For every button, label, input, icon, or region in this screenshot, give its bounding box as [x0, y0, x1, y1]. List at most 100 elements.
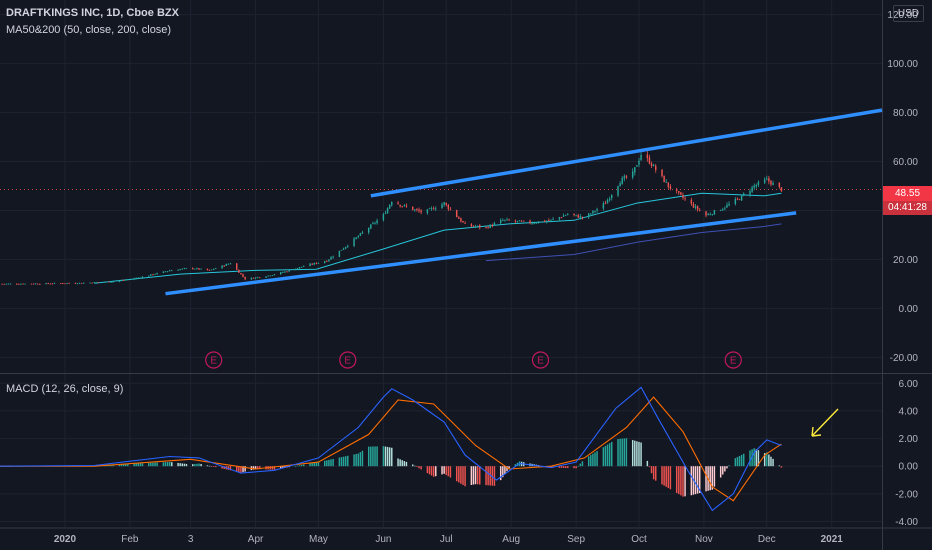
- macd-histogram-bar: [221, 466, 223, 469]
- candle-body: [502, 220, 504, 221]
- macd-histogram-bar: [617, 439, 619, 467]
- candle-body: [269, 275, 271, 277]
- candle-body: [594, 210, 596, 212]
- macd-histogram-bar: [770, 456, 772, 467]
- macd-histogram-bar: [504, 466, 506, 475]
- candle-body: [89, 282, 91, 284]
- macd-histogram-bar: [252, 466, 255, 470]
- macd-histogram-bar: [757, 450, 760, 467]
- candle-body: [259, 277, 261, 279]
- macd-histogram-bar: [332, 458, 334, 467]
- candle-body: [724, 207, 726, 209]
- earnings-marker-label: E: [210, 356, 217, 367]
- candle-body: [753, 185, 755, 188]
- macd-histogram-bar: [479, 466, 481, 485]
- symbol-title[interactable]: DRAFTKINGS INC, 1D, Cboe BZX: [6, 7, 179, 19]
- candle-body: [344, 246, 347, 249]
- macd-y-tick-label: 6.00: [899, 379, 919, 390]
- macd-histogram-bar: [751, 449, 753, 467]
- earnings-marker-label: E: [344, 356, 351, 367]
- macd-histogram-bar: [152, 462, 154, 467]
- macd-histogram-bar: [476, 466, 479, 485]
- macd-histogram-bar: [728, 465, 730, 467]
- candle-body: [543, 220, 546, 222]
- candle-body: [39, 284, 41, 285]
- macd-histogram-bar: [238, 466, 240, 473]
- macd-histogram-bar: [713, 466, 716, 487]
- earnings-marker-icon: [724, 351, 742, 369]
- candle-body: [493, 223, 496, 226]
- candle-body: [179, 269, 181, 271]
- macd-histogram-bar: [736, 457, 739, 467]
- candle-body: [696, 206, 699, 210]
- macd-histogram-bar: [680, 466, 682, 496]
- candle-body: [692, 203, 695, 208]
- macd-histogram-bar: [763, 453, 766, 467]
- candle-body: [757, 181, 760, 185]
- candle-body: [284, 271, 286, 273]
- ma-indicator-label[interactable]: MA50&200 (50, close, 200, close): [6, 24, 172, 36]
- macd-histogram-bar: [499, 466, 502, 481]
- macd-histogram-bar: [491, 466, 494, 486]
- candle-body: [742, 193, 745, 195]
- macd-histogram-bar: [208, 465, 211, 467]
- candle-body: [596, 209, 598, 211]
- macd-histogram-bar: [734, 458, 737, 467]
- macd-histogram-bar: [210, 466, 213, 467]
- candle-body: [397, 202, 399, 205]
- candle-body: [279, 272, 282, 275]
- x-tick-label: Dec: [758, 534, 776, 545]
- ma200-line: [485, 223, 782, 262]
- candle-body: [192, 267, 194, 269]
- macd-histogram-bar: [355, 453, 357, 467]
- macd-histogram-bar: [300, 464, 303, 467]
- candle-body: [447, 204, 450, 209]
- candle-body: [244, 277, 246, 280]
- macd-histogram-bar: [212, 466, 215, 467]
- macd-histogram-bar: [623, 438, 626, 467]
- macd-histogram-bar: [705, 466, 707, 492]
- macd-histogram-bar: [271, 466, 274, 470]
- candle-body: [592, 210, 594, 214]
- candle-body: [736, 198, 739, 200]
- macd-histogram-bar: [430, 466, 433, 476]
- macd-histogram-bar: [550, 466, 552, 468]
- candle-body: [95, 282, 98, 284]
- candle-body: [474, 226, 477, 228]
- candle-body: [445, 202, 447, 205]
- candle-body: [768, 178, 770, 182]
- candle-body: [550, 219, 552, 221]
- macd-histogram-bar: [690, 466, 693, 496]
- macd-histogram-bar: [388, 447, 391, 467]
- macd-histogram-bar: [447, 466, 450, 477]
- candle-body: [309, 263, 311, 267]
- candle-body: [665, 181, 667, 183]
- macd-histogram-bar: [462, 466, 464, 485]
- candle-body: [106, 281, 108, 283]
- macd-histogram-bar: [573, 466, 575, 469]
- macd-histogram-bar: [317, 462, 320, 467]
- candle-body: [303, 266, 305, 268]
- macd-histogram-bar: [426, 466, 429, 474]
- macd-histogram-bar: [273, 466, 276, 470]
- macd-indicator-label[interactable]: MACD (12, 26, close, 9): [6, 383, 124, 395]
- macd-histogram-bar: [738, 455, 741, 467]
- y-tick-label: 80.00: [893, 108, 918, 119]
- macd-histogram-bar: [470, 466, 473, 485]
- macd-histogram-bar: [594, 452, 596, 467]
- candle-body: [137, 277, 140, 279]
- candle-body: [62, 283, 64, 285]
- candle-body: [156, 272, 158, 275]
- candle-body: [464, 222, 466, 224]
- x-tick-label: Jul: [440, 534, 453, 545]
- macd-histogram-bar: [611, 441, 613, 467]
- candle-body: [548, 220, 550, 222]
- candle-body: [755, 185, 758, 187]
- macd-y-tick-label: -2.00: [895, 489, 918, 500]
- currency-badge[interactable]: USD: [892, 5, 924, 22]
- candle-body: [108, 281, 110, 283]
- macd-histogram-bar: [682, 466, 684, 497]
- candle-body: [347, 245, 349, 247]
- macd-histogram-bar: [166, 462, 169, 467]
